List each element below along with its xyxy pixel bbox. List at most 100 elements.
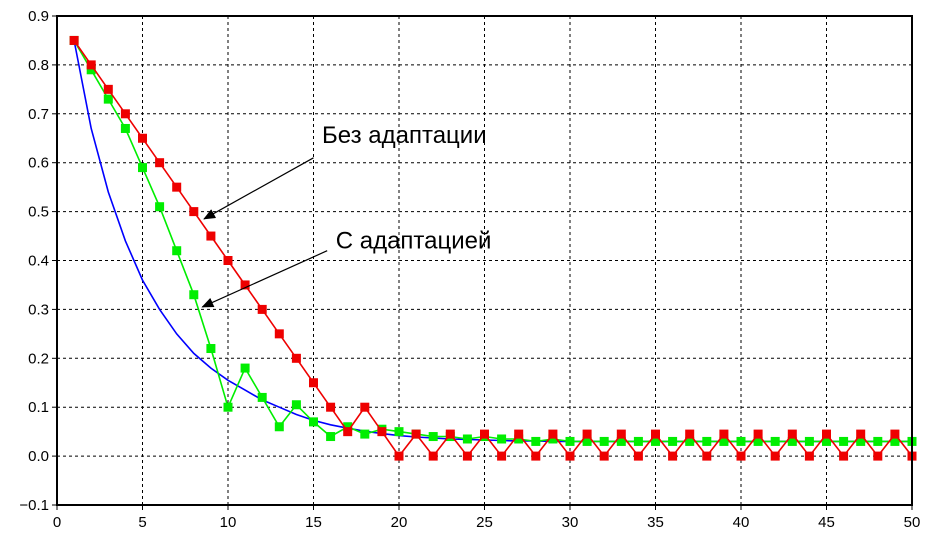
x-tick-label: 0 <box>53 514 61 531</box>
data-point <box>804 451 814 461</box>
data-point <box>770 436 780 446</box>
annotation-label: Без адаптации <box>322 122 487 149</box>
data-point <box>548 434 558 444</box>
data-point <box>172 182 182 192</box>
data-point <box>822 436 831 446</box>
data-point <box>616 436 626 446</box>
y-tick-label: −0.1 <box>19 497 49 514</box>
y-tick-label: 0.6 <box>28 155 49 172</box>
data-point <box>651 429 660 439</box>
x-tick-label: 30 <box>562 514 579 531</box>
data-point <box>120 109 130 119</box>
data-point <box>839 451 849 461</box>
data-point <box>206 344 216 354</box>
data-point <box>223 256 233 265</box>
data-point <box>462 451 472 461</box>
data-point <box>514 434 524 444</box>
data-point <box>787 436 797 446</box>
annotation-label: С адаптацией <box>336 227 492 254</box>
data-point <box>616 429 626 439</box>
data-point <box>274 422 284 432</box>
data-point <box>873 436 883 446</box>
x-tick-label: 35 <box>647 514 664 531</box>
y-tick-label: 0.4 <box>28 253 49 270</box>
data-point <box>787 429 797 439</box>
y-tick-label: 0.7 <box>28 106 49 123</box>
data-point <box>462 434 472 444</box>
data-point <box>291 353 301 363</box>
data-point <box>86 60 96 70</box>
y-tick-label: 0.5 <box>28 204 49 221</box>
data-point <box>411 429 421 439</box>
data-point <box>582 429 592 439</box>
data-point <box>326 402 336 412</box>
data-point <box>257 392 267 402</box>
data-point <box>582 436 592 446</box>
data-point <box>223 402 233 412</box>
data-point <box>138 163 147 173</box>
data-point <box>753 429 763 439</box>
data-point <box>240 363 250 373</box>
data-point <box>394 451 404 461</box>
data-point <box>343 427 353 437</box>
data-point <box>804 436 814 446</box>
y-tick-label: 0.8 <box>28 57 49 74</box>
data-point <box>514 429 524 439</box>
x-tick-label: 50 <box>904 514 921 531</box>
data-point <box>839 436 849 446</box>
x-tick-label: 10 <box>220 514 237 531</box>
x-tick-label: 40 <box>733 514 750 531</box>
tick-labels: 0 5 10 15 20 25 30 35 40 45 50 −0.1 0.0 0.1 0.2 0.3 0.4 0… <box>19 8 920 531</box>
data-point <box>497 434 507 444</box>
data-point <box>770 451 780 461</box>
data-point <box>702 436 712 446</box>
data-point <box>343 422 353 432</box>
data-point <box>736 436 746 446</box>
data-point <box>326 432 336 442</box>
data-point <box>394 427 404 437</box>
data-point <box>599 451 609 461</box>
x-tick-label: 15 <box>305 514 322 531</box>
data-point <box>189 290 199 300</box>
data-point <box>138 133 147 143</box>
data-point <box>86 65 96 75</box>
data-point <box>257 304 267 314</box>
data-point <box>480 429 489 439</box>
data-point <box>155 202 165 212</box>
data-point <box>668 436 678 446</box>
data-point <box>428 451 438 461</box>
data-point <box>291 400 301 410</box>
data-point <box>172 246 182 256</box>
data-point <box>531 451 541 461</box>
data-point <box>873 451 883 461</box>
x-tick-label: 20 <box>391 514 408 531</box>
data-point <box>599 436 609 446</box>
data-point <box>633 436 643 446</box>
data-point <box>668 451 678 461</box>
data-point <box>120 123 130 133</box>
data-point <box>890 429 900 439</box>
data-point <box>69 35 79 45</box>
x-tick-label: 5 <box>138 514 146 531</box>
data-point <box>719 429 729 439</box>
y-tick-label: 0.2 <box>28 350 49 367</box>
x-tick-label: 45 <box>818 514 835 531</box>
data-point <box>736 451 746 461</box>
data-point <box>360 429 370 439</box>
data-point <box>719 436 729 446</box>
data-point <box>685 429 695 439</box>
y-tick-label: 0.0 <box>28 448 49 465</box>
data-point <box>103 84 113 94</box>
data-point <box>274 329 284 339</box>
data-point <box>651 436 660 446</box>
data-point <box>309 417 318 427</box>
data-point <box>206 231 216 241</box>
data-point <box>445 429 455 439</box>
data-point <box>531 436 541 446</box>
annotation-arrow <box>203 157 314 220</box>
y-tick-label: 0.1 <box>28 399 49 416</box>
grid <box>57 16 912 505</box>
data-point <box>753 436 763 446</box>
data-point <box>702 451 712 461</box>
